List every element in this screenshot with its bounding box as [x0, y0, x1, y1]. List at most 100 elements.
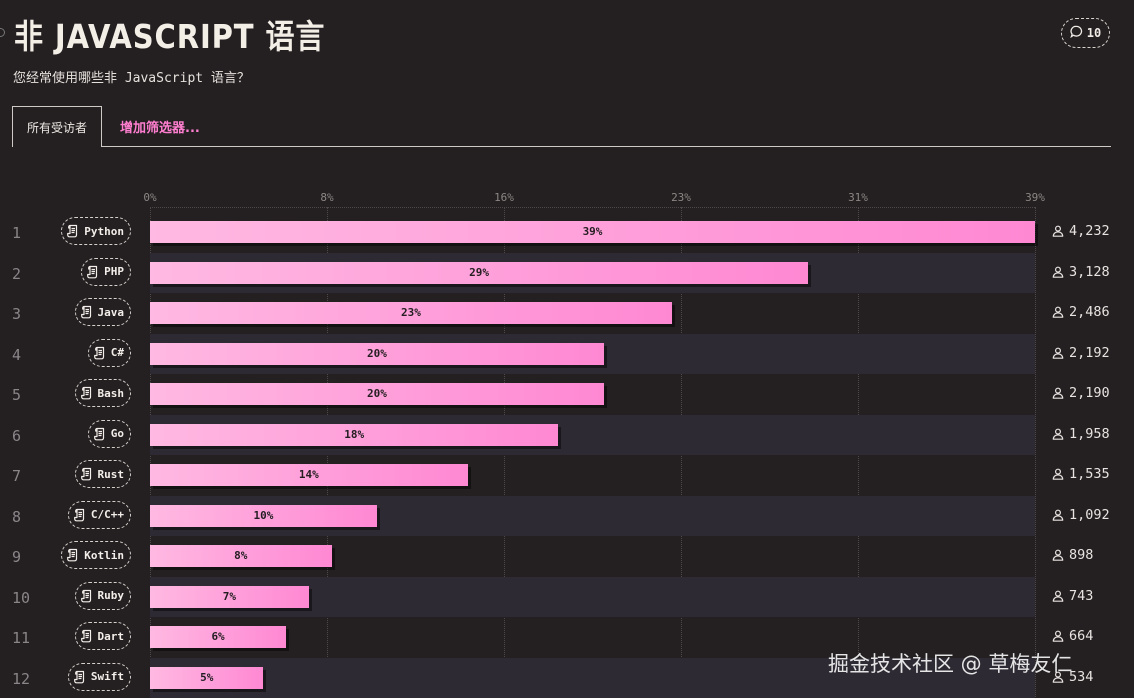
language-pill[interactable]: Kotlin: [61, 541, 131, 569]
respondent-count: 1,092: [1052, 507, 1110, 523]
language-pill[interactable]: Ruby: [74, 581, 131, 610]
chart-row: 6 Go 18% 1,958: [0, 414, 1134, 455]
bar-value-label: 20%: [366, 387, 387, 400]
scroll-icon: [73, 670, 86, 684]
chart-row: 7 Rust 14% 1,535: [0, 455, 1134, 495]
language-pill[interactable]: Rust: [74, 460, 131, 488]
language-name: Bash: [97, 386, 125, 400]
scroll-icon: [80, 629, 93, 643]
person-icon: [1052, 266, 1064, 278]
person-icon: [1052, 509, 1064, 521]
bar[interactable]: [150, 626, 287, 648]
chart-row: 2 PHP 29% 3,128: [0, 252, 1134, 293]
person-icon: [1052, 306, 1064, 318]
x-tick-label: 0%: [143, 191, 157, 204]
language-pill[interactable]: C/C++: [67, 500, 131, 529]
chart-row: 8 C/C++ 10% 1,092: [0, 495, 1134, 536]
respondent-count: 2,486: [1052, 304, 1110, 320]
comment-count: 10: [1086, 26, 1102, 40]
tab-all-respondents[interactable]: 所有受访者: [12, 106, 102, 147]
x-tick-label: 31%: [848, 191, 868, 204]
language-name: C#: [110, 346, 124, 359]
comment-icon: [1070, 25, 1083, 41]
scroll-icon: [93, 346, 106, 360]
rank-number: 12: [12, 669, 31, 688]
bar-value-label: 5%: [200, 670, 214, 684]
bar-value-label: 39%: [582, 225, 603, 238]
language-name: Java: [97, 305, 125, 319]
respondent-count: 743: [1052, 588, 1093, 604]
x-tick-label: 8%: [320, 191, 334, 204]
respondent-count: 4,232: [1052, 223, 1110, 239]
bar[interactable]: [150, 666, 264, 689]
bar-value-label: 6%: [211, 630, 225, 643]
bar-value-label: 23%: [401, 306, 421, 319]
language-pill[interactable]: Bash: [74, 379, 131, 407]
bar-value-label: 20%: [366, 346, 387, 360]
language-pill[interactable]: Go: [87, 419, 131, 448]
bar[interactable]: [150, 342, 604, 365]
scroll-icon: [80, 467, 93, 481]
rank-number: 4: [12, 345, 22, 364]
count-value: 2,486: [1069, 304, 1110, 320]
language-name: Ruby: [97, 589, 125, 602]
respondent-count: 664: [1052, 628, 1093, 644]
respondent-count: 1,958: [1052, 426, 1110, 442]
bar[interactable]: [150, 545, 332, 567]
bar[interactable]: [150, 423, 559, 446]
rank-number: 9: [12, 548, 22, 566]
gridline: [1035, 207, 1036, 697]
count-value: 898: [1069, 547, 1094, 563]
language-pill[interactable]: Swift: [67, 662, 131, 691]
watermark: 掘金技术社区 @ 草梅友仁: [828, 652, 1073, 676]
respondent-count: 534: [1052, 669, 1093, 685]
edge-handle: [0, 28, 5, 37]
language-pill[interactable]: Java: [74, 298, 131, 326]
language-name: Python: [84, 224, 124, 238]
bar-value-label: 18%: [344, 427, 365, 441]
bar-value-label: 29%: [469, 265, 489, 279]
bar[interactable]: [150, 302, 672, 324]
bar-value-label: 10%: [253, 508, 274, 522]
comments-button[interactable]: 10: [1061, 18, 1110, 48]
tab-divider: [12, 146, 1111, 147]
language-name: Kotlin: [84, 548, 124, 562]
chart-row: 3 Java 23% 2,486: [0, 293, 1134, 333]
count-value: 1,092: [1069, 506, 1110, 523]
scroll-icon: [93, 427, 106, 441]
bar[interactable]: [150, 261, 809, 284]
respondent-count: 898: [1052, 547, 1093, 563]
language-pill[interactable]: Python: [61, 217, 131, 245]
language-pill[interactable]: C#: [87, 338, 131, 367]
person-icon: [1052, 468, 1064, 480]
axis-line: [150, 207, 1035, 208]
scroll-icon: [67, 224, 79, 238]
chart-row: 12 Swift 5% 534: [0, 657, 1134, 698]
chart-row: 4 C# 20% 2,192: [0, 333, 1134, 374]
language-pill[interactable]: PHP: [81, 257, 131, 286]
chart-row: 1 Python 39% 4,232: [0, 212, 1134, 252]
language-name: Dart: [97, 629, 125, 643]
bar[interactable]: [150, 585, 309, 608]
count-value: 1,958: [1069, 425, 1110, 442]
person-icon: [1052, 549, 1064, 561]
bar[interactable]: [150, 504, 377, 527]
bar-value-label: 14%: [298, 468, 319, 481]
chart-row: 9 Kotlin 8% 898: [0, 536, 1134, 576]
bar-value-label: 7%: [222, 589, 237, 603]
rank-number: 5: [12, 386, 22, 404]
person-icon: [1052, 671, 1064, 683]
bar[interactable]: [150, 221, 1035, 243]
bar[interactable]: [150, 383, 604, 405]
bar[interactable]: [150, 464, 468, 486]
rank-number: 11: [12, 629, 31, 647]
language-pill[interactable]: Dart: [74, 622, 131, 650]
rank-number: 10: [12, 588, 31, 607]
rank-number: 1: [12, 224, 22, 242]
scroll-icon: [87, 265, 99, 279]
scroll-icon: [80, 305, 93, 319]
question-subtitle: 您经常使用哪些非 JavaScript 语言？: [13, 71, 250, 86]
language-name: C/C++: [90, 508, 124, 521]
add-filter-link[interactable]: 增加筛选器...: [120, 121, 200, 136]
count-value: 3,128: [1069, 263, 1110, 280]
